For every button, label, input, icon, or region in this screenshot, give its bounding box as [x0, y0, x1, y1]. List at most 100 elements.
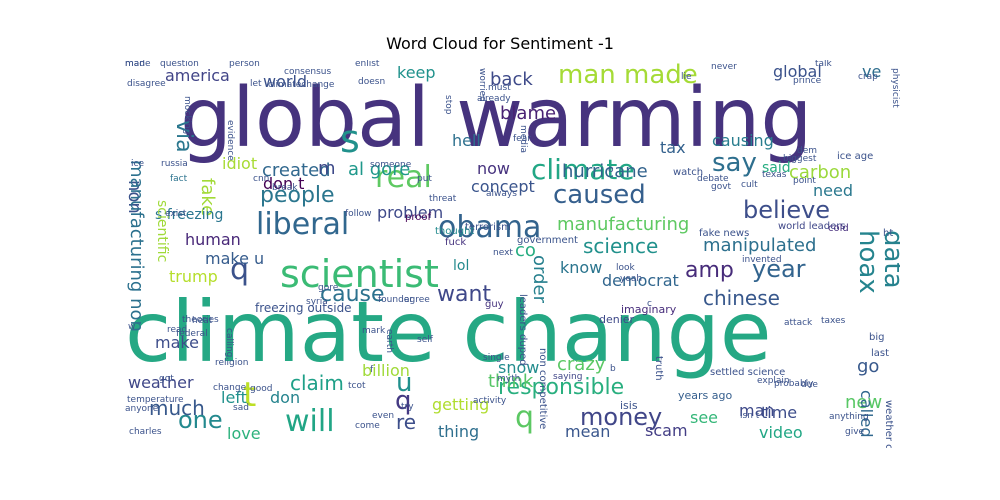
- word-142: syria: [306, 297, 328, 307]
- word-68: m: [318, 158, 336, 179]
- word-198: b: [610, 364, 616, 374]
- word-162: w: [128, 322, 136, 332]
- word-137: put: [417, 174, 432, 184]
- word-20: much: [149, 396, 205, 420]
- word-97: fake news: [699, 228, 750, 239]
- word-190: evidence: [225, 120, 235, 161]
- word-171: invented: [742, 255, 782, 265]
- word-9: real: [375, 160, 432, 195]
- word-173: person: [229, 60, 260, 69]
- word-118: weather channel: [883, 400, 894, 448]
- word-146: theories: [182, 315, 219, 325]
- word-5: believe: [743, 196, 831, 224]
- word-149: calling: [224, 328, 234, 358]
- word-174: consensus: [284, 67, 332, 77]
- chart-title: Word Cloud for Sentiment -1: [386, 34, 614, 53]
- word-125: ice age: [837, 151, 874, 162]
- word-67: ve: [862, 62, 882, 81]
- word-119: attack: [784, 318, 813, 328]
- word-117: give: [845, 427, 865, 437]
- word-196: c: [647, 299, 652, 309]
- word-128: point: [793, 176, 816, 186]
- word-11: man made: [558, 60, 698, 90]
- word-131: govt: [711, 182, 732, 192]
- word-29: claim: [290, 371, 344, 395]
- word-6: climate: [531, 153, 635, 186]
- word-104: fuck: [445, 237, 467, 248]
- word-52: trump: [169, 267, 218, 286]
- word-14: q: [515, 400, 535, 435]
- word-73: billion: [362, 361, 410, 380]
- word-153: got: [159, 374, 174, 384]
- word-192: russia: [161, 159, 188, 169]
- word-78: thing: [438, 422, 480, 441]
- word-115: anything: [829, 412, 869, 422]
- word-60: now: [477, 159, 511, 178]
- word-145: gore: [318, 283, 339, 293]
- word-50: human: [185, 230, 241, 249]
- word-1: climate change: [125, 283, 772, 381]
- word-7: caused: [553, 180, 646, 210]
- word-102: thought: [435, 226, 475, 237]
- word-47: idiot: [222, 154, 258, 173]
- word-28: want: [437, 282, 492, 307]
- word-45: manufacturing non: [126, 160, 147, 332]
- word-81: scam: [645, 421, 688, 440]
- word-103: proof: [405, 212, 431, 223]
- word-140: break: [272, 183, 298, 193]
- word-91: settled science: [710, 367, 786, 378]
- word-76: crazy: [557, 354, 606, 375]
- word-66: global: [773, 62, 822, 81]
- word-176: doesn: [358, 77, 386, 87]
- word-152: self: [417, 335, 433, 345]
- word-92: years ago: [678, 389, 733, 402]
- word-133: watch: [673, 167, 704, 178]
- word-109: myth: [497, 374, 521, 384]
- word-96: world leaders: [778, 221, 846, 232]
- word-82: see: [690, 408, 719, 427]
- word-89: love: [227, 424, 261, 443]
- word-72: don: [270, 388, 301, 407]
- word-59: hell: [452, 131, 481, 150]
- word-181: stop: [443, 95, 453, 115]
- word-cloud: global warming climate change scientist oba…: [125, 60, 900, 448]
- word-0: global warming: [180, 71, 813, 166]
- word-113: due: [801, 380, 818, 390]
- word-177: enlist: [355, 60, 380, 69]
- word-136: threat: [429, 194, 457, 204]
- word-22: money: [580, 403, 663, 431]
- word-147: federal: [176, 329, 208, 339]
- word-18: will: [285, 404, 335, 439]
- word-3: obama: [438, 210, 542, 245]
- word-168: next: [493, 248, 513, 258]
- word-77: getting: [432, 395, 490, 414]
- word-120: taxes: [821, 316, 846, 326]
- word-16: u: [396, 368, 413, 398]
- word-151: earth: [384, 329, 394, 353]
- word-135: always: [486, 189, 517, 199]
- word-163: read: [167, 325, 188, 335]
- word-164: even: [372, 411, 395, 421]
- word-84: time: [761, 403, 798, 422]
- word-12: s: [340, 117, 360, 161]
- word-62: causing: [712, 131, 774, 150]
- word-121: big: [869, 332, 885, 343]
- word-197: f: [370, 365, 374, 375]
- word-40: america: [165, 66, 230, 85]
- word-200: made: [125, 60, 151, 69]
- word-51: make u: [205, 249, 265, 268]
- word-83: man: [739, 401, 775, 420]
- word-148: heat: [192, 316, 213, 326]
- word-191: ice: [131, 159, 144, 169]
- word-126: biggest: [783, 154, 817, 164]
- word-111: truth: [653, 356, 664, 381]
- word-141: exist: [165, 209, 187, 219]
- word-88: go: [857, 356, 880, 377]
- word-124: physicist: [890, 68, 900, 108]
- word-172: question: [160, 60, 199, 69]
- word-123: ht: [883, 228, 894, 239]
- word-183: never: [711, 62, 737, 72]
- word-116: isn t: [740, 411, 760, 421]
- word-187: crap: [858, 72, 878, 82]
- word-39: back: [490, 69, 533, 90]
